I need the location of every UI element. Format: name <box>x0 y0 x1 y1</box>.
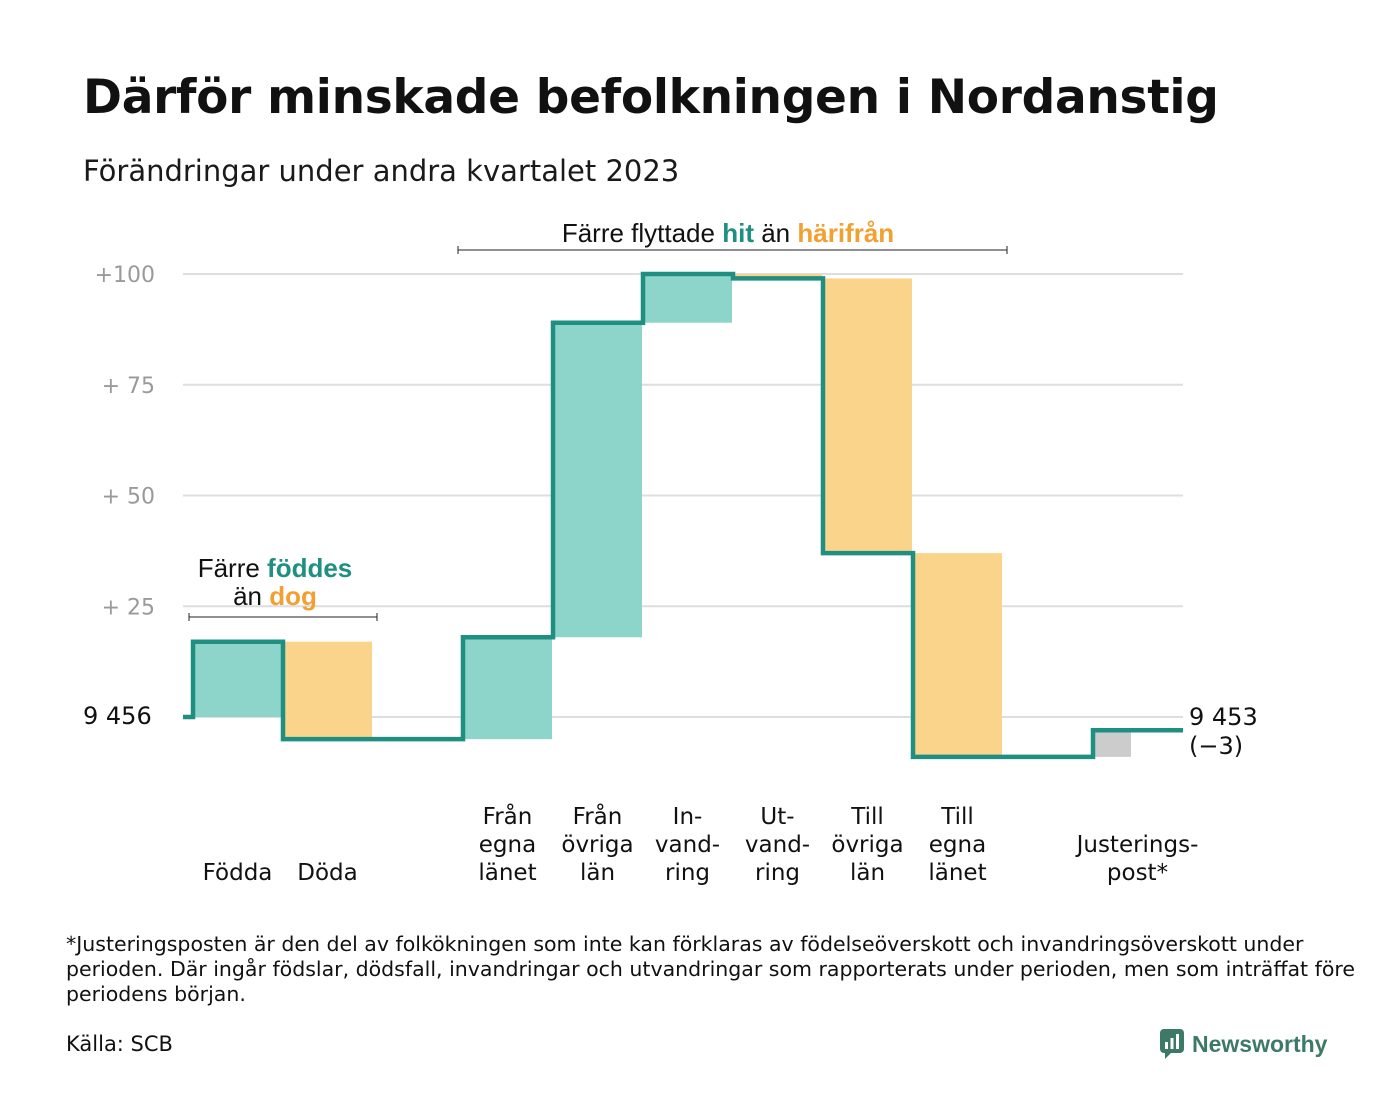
y-tick-label: + 75 <box>102 374 155 399</box>
category-label: ring <box>665 860 710 886</box>
category-label: Till <box>940 804 974 830</box>
category-label: vand- <box>655 832 720 858</box>
category-label: Från <box>483 802 533 830</box>
waterfall-bar <box>643 274 732 323</box>
start-value-label: 9 456 <box>83 702 152 730</box>
waterfall-bar <box>193 641 282 717</box>
category-label: egna <box>479 832 536 858</box>
category-label: post* <box>1107 860 1168 886</box>
category-label: Till <box>850 804 884 830</box>
waterfall-bar <box>913 553 1002 757</box>
category-label: övriga <box>561 832 633 858</box>
category-label: övriga <box>831 832 903 858</box>
annotation-births-deaths: Färre föddes <box>198 553 353 583</box>
end-value-label: 9 453 <box>1189 703 1258 731</box>
newsworthy-icon <box>1160 1029 1184 1059</box>
annotation-text-plain: än <box>754 218 797 248</box>
y-tick-label: + 25 <box>102 595 155 620</box>
y-tick-label: + 50 <box>102 485 155 510</box>
category-label: Döda <box>297 860 357 886</box>
category-label: län <box>850 860 885 886</box>
y-tick-label: +100 <box>95 263 155 288</box>
annotation-text-teal: hit <box>722 218 754 248</box>
waterfall-bar <box>463 637 552 740</box>
source-text: Källa: SCB <box>66 1032 173 1056</box>
category-label: In- <box>673 804 703 830</box>
annotation-text-plain: Färre flyttade <box>562 218 722 248</box>
annotation-text-teal: föddes <box>267 553 352 583</box>
annotation-migration: Färre flyttade hit än härifrån <box>562 218 894 248</box>
annotation-births-deaths: än dog <box>233 581 317 611</box>
waterfall-bar <box>283 641 372 740</box>
chart-subtitle: Förändringar under andra kvartalet 2023 <box>83 154 680 188</box>
brand-name: Newsworthy <box>1192 1030 1328 1057</box>
chart-title: Därför minskade befolkningen i Nordansti… <box>83 70 1219 125</box>
category-label: län <box>580 860 615 886</box>
waterfall-bar <box>553 322 642 638</box>
category-label: Födda <box>203 860 273 886</box>
category-label: Från <box>573 802 623 830</box>
category-label: ring <box>755 860 800 886</box>
annotation-text-plain: Färre <box>198 553 267 583</box>
waterfall-bar <box>1095 730 1131 757</box>
running-total-line <box>183 271 1183 760</box>
category-label: länet <box>928 860 986 886</box>
footnote: *Justeringsposten är den del av folkökni… <box>66 932 1355 1006</box>
brand-logo: Newsworthy <box>1160 1027 1327 1061</box>
end-change-label: (−3) <box>1189 732 1243 760</box>
category-label: Justerings- <box>1075 832 1199 858</box>
annotation-text-plain: än <box>233 581 269 611</box>
category-label: vand- <box>745 832 810 858</box>
waterfall-bar <box>823 278 912 554</box>
annotation-text-orange: härifrån <box>797 218 894 248</box>
category-label: Ut- <box>760 804 794 830</box>
annotation-text-orange: dog <box>269 581 317 611</box>
category-label: länet <box>478 860 536 886</box>
category-label: egna <box>929 832 986 858</box>
